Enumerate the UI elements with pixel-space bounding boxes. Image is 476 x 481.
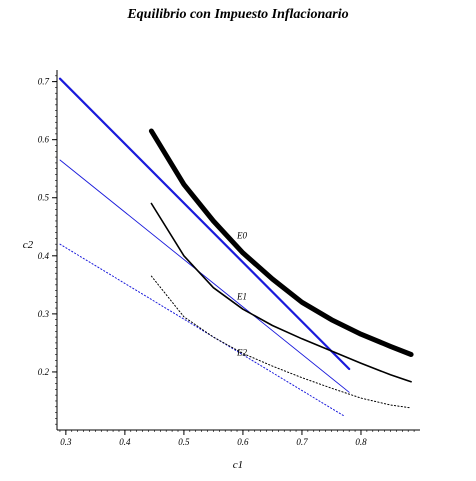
axes: 0.3 0.4 0.5 0.6 0.7 0.8 0.2 0.3 0.4 0.5 0.6 0.7: [38, 70, 420, 447]
y-tick-label: 0.7: [38, 77, 50, 87]
x-tick-label: 0.5: [178, 437, 190, 447]
x-tick-label: 0.4: [119, 437, 131, 447]
curve-label-e1: E1: [236, 291, 247, 301]
plot-area: [58, 77, 414, 416]
y-tick-label: 0.3: [38, 309, 50, 319]
budget-line-thin: [59, 159, 350, 393]
x-tick-label: 0.7: [296, 437, 308, 447]
chart-title: Equilibrio con Impuesto Inflacionario: [126, 7, 348, 22]
x-tick-label: 0.8: [355, 437, 367, 447]
annotations: E0 E1 E2: [236, 230, 247, 357]
y-tick-label: 0.5: [38, 193, 50, 203]
indifference-curve-e2: [150, 275, 412, 409]
indifference-curve-e1: [150, 202, 412, 383]
y-tick-label: 0.4: [38, 251, 50, 261]
y-tick-label: 0.6: [38, 135, 50, 145]
x-axis-label: c1: [233, 459, 243, 471]
curve-label-e0: E0: [236, 230, 247, 240]
budget-line-dotted: [59, 243, 344, 416]
curve-label-e2: E2: [236, 348, 247, 358]
x-tick-label: 0.6: [237, 437, 249, 447]
y-axis-label: c2: [23, 239, 34, 251]
y-tick-label: 0.2: [38, 367, 50, 377]
budget-line-thick: [58, 77, 351, 371]
indifference-curve-e0: [148, 128, 414, 357]
x-tick-label: 0.3: [60, 437, 72, 447]
